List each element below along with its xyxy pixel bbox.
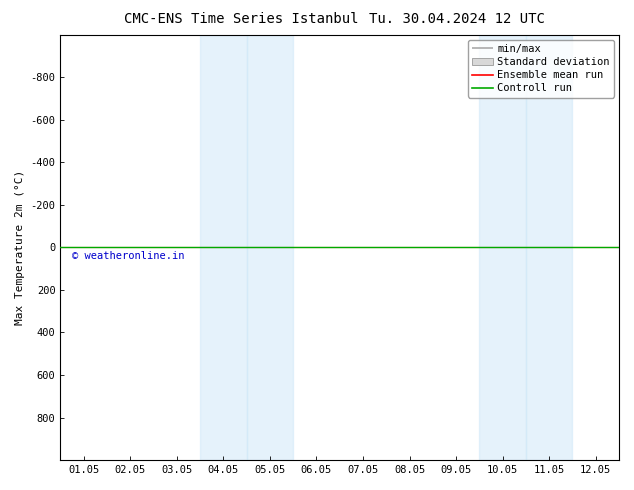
Text: CMC-ENS Time Series Istanbul: CMC-ENS Time Series Istanbul	[124, 12, 358, 26]
Legend: min/max, Standard deviation, Ensemble mean run, Controll run: min/max, Standard deviation, Ensemble me…	[468, 40, 614, 98]
Bar	[479, 35, 526, 460]
Bar	[200, 35, 247, 460]
Text: Tu. 30.04.2024 12 UTC: Tu. 30.04.2024 12 UTC	[368, 12, 545, 26]
Bar	[526, 35, 573, 460]
Text: © weatheronline.in: © weatheronline.in	[72, 251, 184, 261]
Bar	[247, 35, 293, 460]
Y-axis label: Max Temperature 2m (°C): Max Temperature 2m (°C)	[15, 170, 25, 325]
